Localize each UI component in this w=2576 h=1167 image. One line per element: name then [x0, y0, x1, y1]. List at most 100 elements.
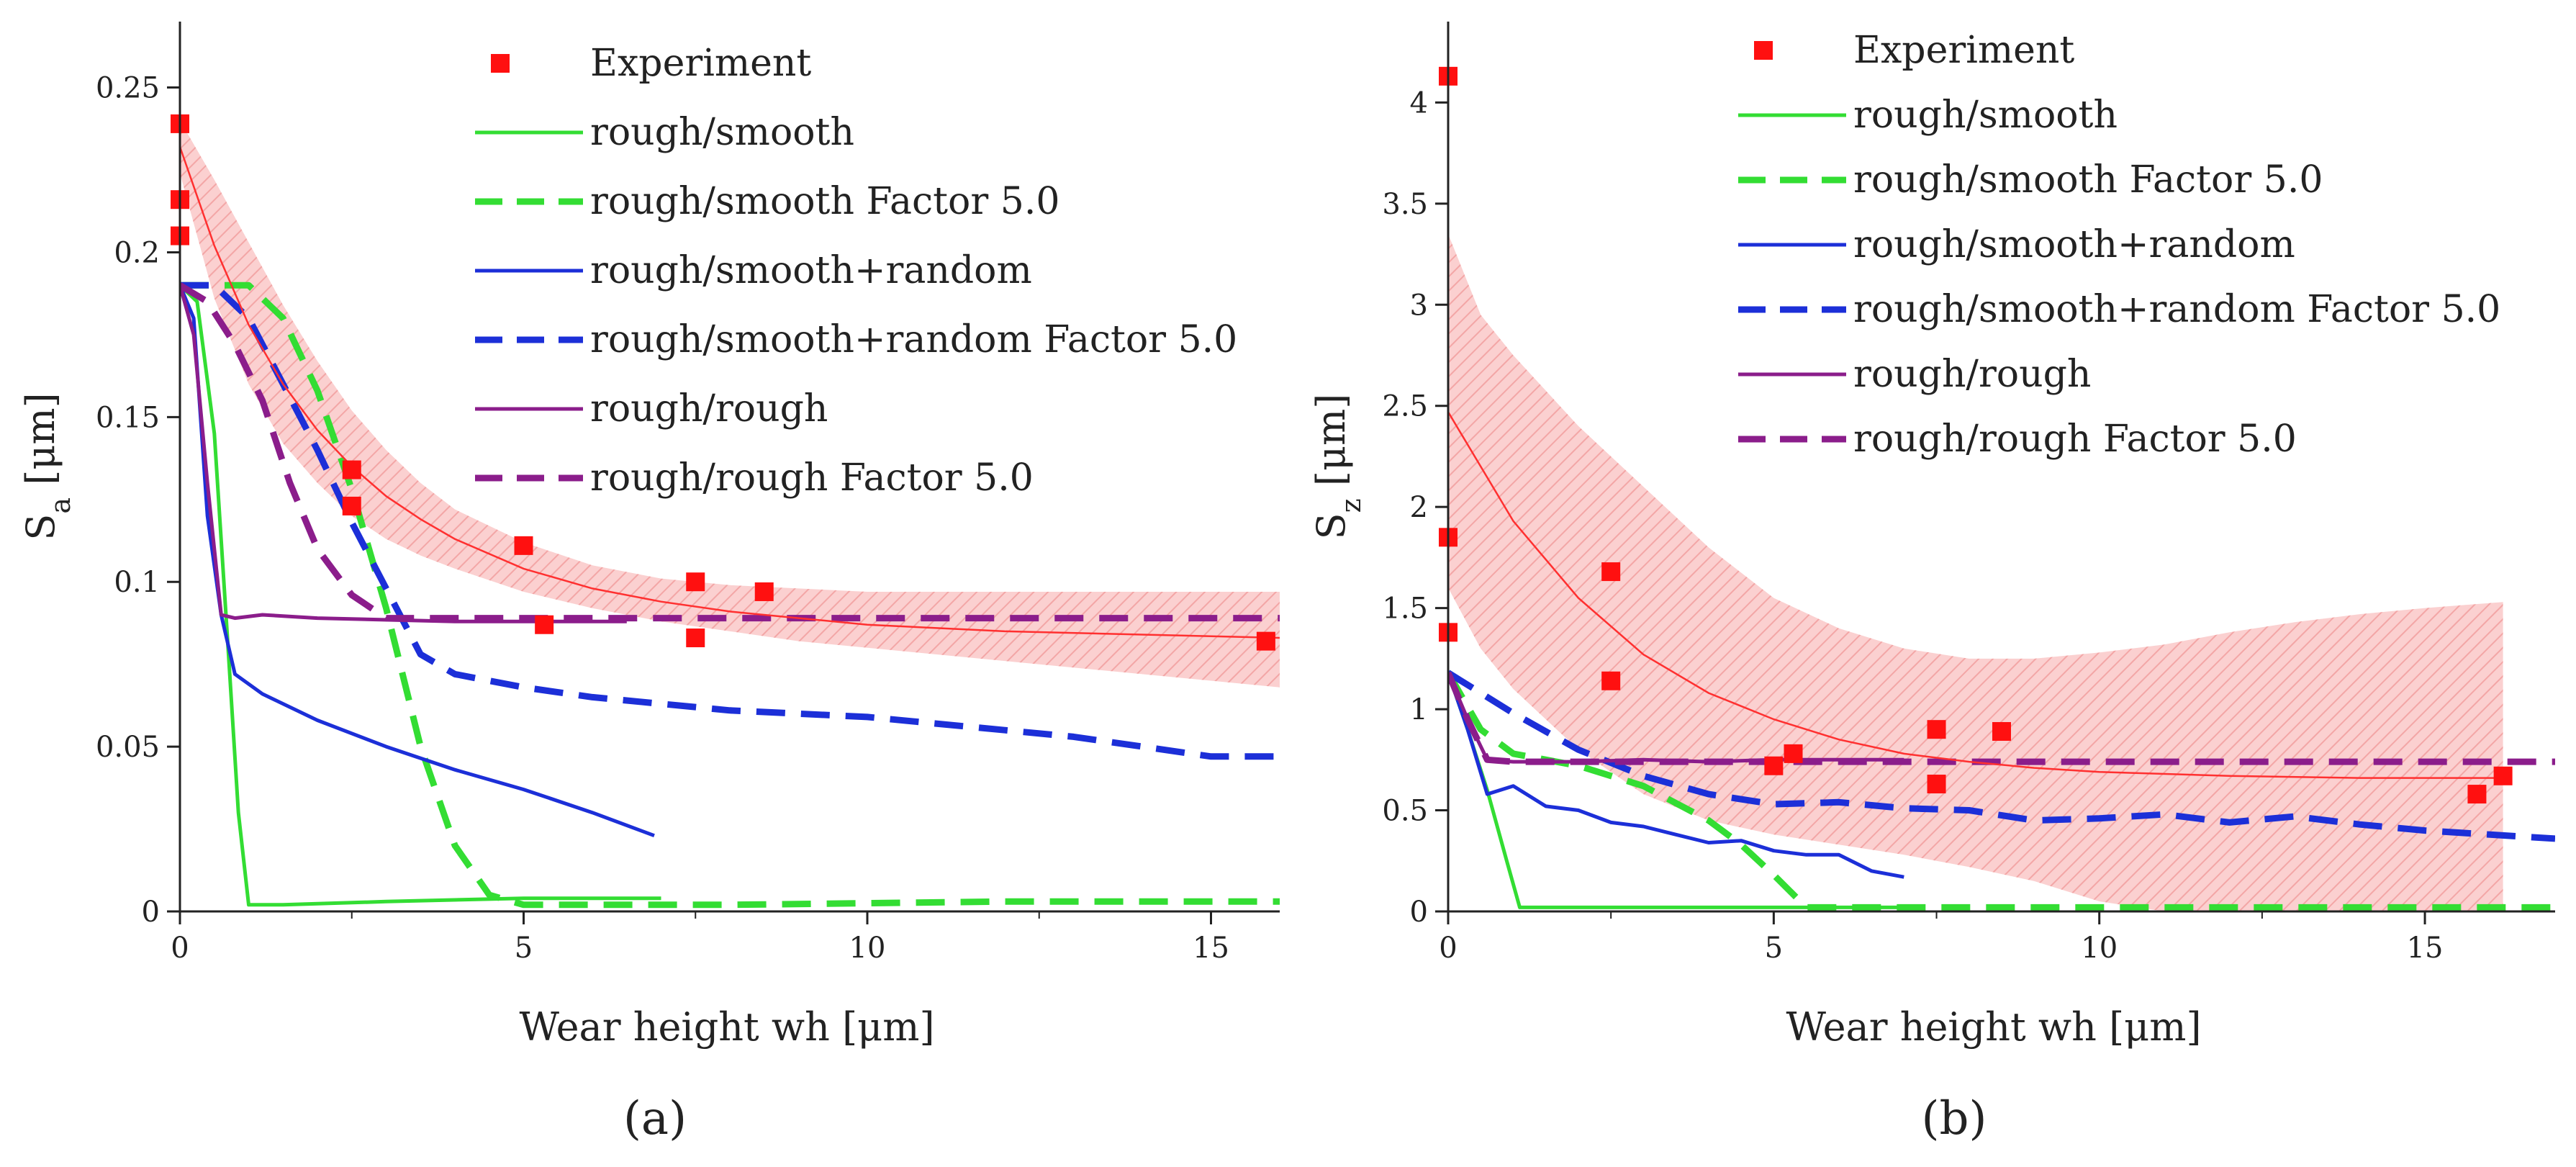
y-tick-label: 0 [1410, 896, 1428, 929]
legend-item: Experiment [1754, 29, 2074, 72]
y-axis-title-unit-a: [μm] [18, 392, 63, 497]
y-axis-title-main-b: S [1309, 513, 1354, 539]
y-axis-title-b: Sz [μm] [1309, 394, 1367, 540]
x-tick-label: 15 [2407, 932, 2444, 965]
x-axis-title-b: Wear height wh [μm] [1786, 1004, 2201, 1050]
panel-label-b: (b) [1922, 1092, 1987, 1145]
legend-label: rough/smooth [590, 111, 854, 154]
legend-item: rough/rough Factor 5.0 [1738, 418, 2297, 461]
x-tick-label: 10 [2081, 932, 2118, 965]
experiment-point [514, 536, 533, 555]
x-tick-label: 5 [515, 932, 533, 965]
series-lines-a [180, 281, 1280, 909]
legend-item: rough/smooth+random [475, 249, 1032, 292]
y-axis-title-unit-b: [μm] [1309, 394, 1354, 499]
x-tick-label: 15 [1193, 932, 1229, 965]
legend-label: rough/smooth+random Factor 5.0 [1853, 288, 2500, 331]
experiment-point [686, 572, 705, 592]
legend-item: rough/smooth+random Factor 5.0 [475, 318, 1237, 361]
y-tick-label: 0.1 [114, 566, 160, 599]
confidence-band-area [180, 120, 1280, 688]
axes-a: 0 5 10 15 0 0.05 0.1 0.15 0.2 0.25 [96, 22, 1280, 965]
experiment-point [1992, 721, 2011, 741]
experiment-point [1601, 671, 1621, 690]
legend-item: rough/smooth Factor 5.0 [1738, 158, 2323, 202]
series-line-rough-rough [180, 284, 627, 623]
confidence-band-b [1448, 234, 2503, 911]
y-tick-label: 3.5 [1382, 188, 1428, 221]
y-tick-label: 0.05 [96, 731, 160, 764]
experiment-point [1927, 720, 1946, 739]
legend-item: rough/smooth+random [1738, 223, 2295, 266]
x-tick-label: 0 [1439, 932, 1457, 965]
experiment-point [1784, 744, 1803, 763]
legend-item: rough/rough Factor 5.0 [475, 456, 1034, 500]
x-tick-label: 5 [1765, 932, 1783, 965]
x-tick-label: 10 [849, 932, 886, 965]
legend-label: rough/rough Factor 5.0 [590, 456, 1034, 500]
y-tick-label: 1 [1410, 693, 1428, 726]
legend-marker [1754, 41, 1773, 60]
series-line-rough-smooth-factor-5-0 [1448, 671, 2555, 911]
series-line-rough-smooth-random [180, 284, 655, 838]
y-tick-label: 0.5 [1382, 795, 1428, 828]
experiment-points-b [1439, 66, 2513, 804]
experiment-point [1927, 775, 1946, 794]
panel-label-a: (a) [623, 1092, 687, 1145]
legend-item: rough/smooth [475, 111, 854, 154]
legend-item: Experiment [491, 42, 811, 85]
legend-item: rough/rough [1738, 353, 2091, 396]
legend-label: Experiment [1853, 29, 2074, 72]
y-tick-label: 2.5 [1382, 390, 1428, 423]
experiment-point [1601, 562, 1621, 582]
experiment-point [2493, 766, 2513, 785]
legend-label: rough/smooth [1853, 94, 2118, 137]
y-tick-label: 4 [1410, 86, 1428, 120]
legend-item: rough/smooth+random Factor 5.0 [1738, 288, 2500, 331]
series-line-rough-smooth-random-factor-5-0 [1448, 670, 2555, 842]
y-tick-label: 0.25 [96, 72, 160, 105]
fit-curve [1448, 411, 2503, 779]
y-tick-label: 1.5 [1382, 592, 1428, 626]
experiment-point [535, 615, 554, 634]
series-line-rough-smooth-random [1448, 672, 1904, 879]
legend-label: rough/smooth Factor 5.0 [590, 180, 1059, 223]
legend-label: rough/rough [1853, 353, 2091, 396]
series-line-rough-smooth-random-factor-5-0 [180, 281, 1280, 760]
series-line-rough-smooth [180, 284, 661, 907]
experiment-point [342, 460, 361, 479]
series-line-rough-smooth-factor-5-0 [180, 281, 1280, 909]
x-tick-label: 0 [171, 932, 189, 965]
legend-label: Experiment [590, 42, 811, 85]
y-tick-label: 2 [1410, 491, 1428, 524]
experiment-point [2467, 785, 2487, 804]
panel-a: 0 5 10 15 0 0.05 0.1 0.15 0.2 0.25 Experiment roug… [18, 22, 1280, 1145]
legend-label: rough/rough Factor 5.0 [1853, 418, 2297, 461]
legend-label: rough/smooth+random [590, 249, 1032, 292]
axes-b: 0 5 10 15 0 0.5 1 1.5 2 2.5 3 3.5 4 [1382, 22, 2555, 965]
legend-item: rough/rough [475, 387, 828, 431]
y-axis-title-sub-a: a [45, 497, 76, 514]
experiment-point [342, 496, 361, 515]
legend-marker [491, 54, 510, 73]
y-axis-title-main-a: S [18, 514, 63, 541]
experiment-point [686, 628, 705, 648]
series-line-rough-rough-factor-5-0 [180, 282, 1280, 622]
fit-line-a [180, 146, 1280, 639]
fit-line-b [1448, 411, 2503, 779]
y-tick-label: 0 [142, 896, 160, 929]
y-axis-title-a: Sa [μm] [18, 392, 76, 540]
legend-b: Experiment rough/smooth rough/smooth Facto… [1738, 29, 2500, 461]
legend-label: rough/rough [590, 387, 828, 431]
legend-label: rough/smooth Factor 5.0 [1853, 158, 2323, 202]
legend-item: rough/smooth [1738, 94, 2118, 137]
x-axis-title-a: Wear height wh [μm] [519, 1004, 934, 1050]
legend-item: rough/smooth Factor 5.0 [475, 180, 1059, 223]
experiment-point [1256, 631, 1275, 651]
confidence-band-a [180, 120, 1280, 688]
y-axis-title-sub-b: z [1335, 498, 1367, 513]
legend-label: rough/smooth+random Factor 5.0 [590, 318, 1237, 361]
y-tick-label: 0.2 [114, 236, 160, 269]
y-tick-label: 3 [1410, 289, 1428, 322]
panel-b: 0 5 10 15 0 0.5 1 1.5 2 2.5 3 3.5 4 Experiment rough/… [1309, 22, 2555, 1145]
